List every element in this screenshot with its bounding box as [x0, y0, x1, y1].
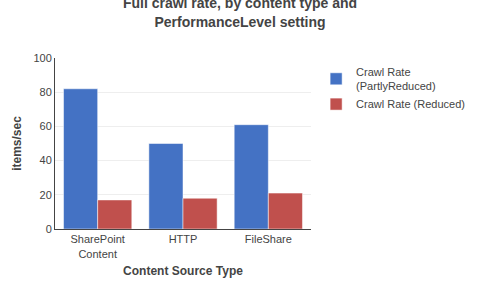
- svg-text:100: 100: [33, 52, 51, 64]
- svg-text:FileShare: FileShare: [245, 233, 292, 245]
- svg-text:Content Source Type: Content Source Type: [123, 264, 243, 278]
- svg-text:HTTP: HTTP: [169, 233, 198, 245]
- svg-text:Crawl Rate (Reduced): Crawl Rate (Reduced): [356, 98, 465, 110]
- svg-text:0: 0: [46, 223, 52, 235]
- svg-text:60: 60: [40, 120, 52, 132]
- svg-text:40: 40: [40, 154, 52, 166]
- svg-text:items/sec: items/sec: [10, 116, 24, 171]
- svg-text:SharePointContent: SharePointContent: [70, 233, 124, 259]
- svg-text:Crawl Rate(PartlyReduced): Crawl Rate(PartlyReduced): [356, 66, 435, 92]
- svg-text:20: 20: [40, 189, 52, 201]
- svg-text:80: 80: [40, 86, 52, 98]
- svg-text:Full crawl rate, by content ty: Full crawl rate, by content type andPerf…: [123, 0, 357, 30]
